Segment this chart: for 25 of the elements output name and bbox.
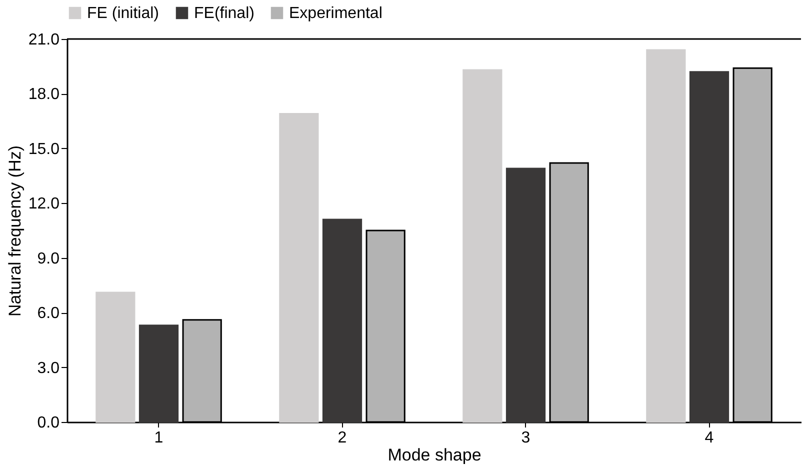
y-tick-label: 0.0 [37,414,60,432]
y-tick-label: 12.0 [28,196,60,213]
bar [279,113,319,423]
bar [138,324,179,423]
legend-label: FE(final) [194,5,254,22]
y-tick-label: 6.0 [37,305,60,322]
y-tick-label: 21.0 [28,32,60,48]
y-tick-label: 9.0 [37,250,60,268]
x-axis-title: Mode shape [388,446,482,464]
y-tick-label: 15.0 [28,140,60,158]
y-axis-title: Natural frequency (Hz) [5,145,24,317]
y-tick-label: 18.0 [28,86,60,104]
bar [689,71,730,423]
x-tick-label: 3 [521,430,530,446]
y-tick-label: 3.0 [37,360,60,377]
x-tick-label: 1 [154,430,164,446]
bar [96,292,136,423]
legend-label: FE (initial) [87,5,160,22]
bar [506,168,546,423]
bar [462,69,502,423]
bar [646,49,686,423]
x-tick-label: 2 [338,430,347,446]
bar [322,218,362,423]
legend-label: Experimental [289,5,382,22]
x-tick-label: 4 [704,430,714,446]
